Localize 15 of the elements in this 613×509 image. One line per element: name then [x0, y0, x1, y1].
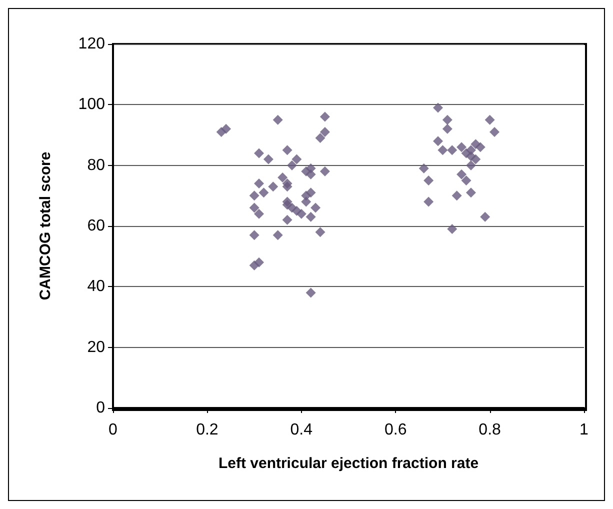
y-tick-label: 60	[87, 218, 106, 234]
y-tick-label: 80	[87, 156, 106, 174]
y-tick-label: 20	[87, 338, 106, 356]
y-tick-label: 40	[87, 278, 106, 296]
x-tick-label: 0.2	[196, 422, 218, 438]
y-tick-label: 100	[78, 96, 106, 114]
x-tick-label: 1	[580, 422, 589, 438]
x-tick-label: 0.8	[478, 422, 502, 438]
x-tick-label: 0.6	[384, 422, 407, 438]
y-tick-label: 120	[78, 36, 106, 52]
x-tick-label: 0.4	[290, 422, 313, 438]
x-axis-title: Left ventricular ejection fraction rate	[218, 455, 479, 472]
y-tick-label: 0	[96, 400, 106, 416]
y-axis-title: CAMCOG total score	[37, 152, 54, 300]
x-tick-label: 0	[108, 422, 118, 438]
